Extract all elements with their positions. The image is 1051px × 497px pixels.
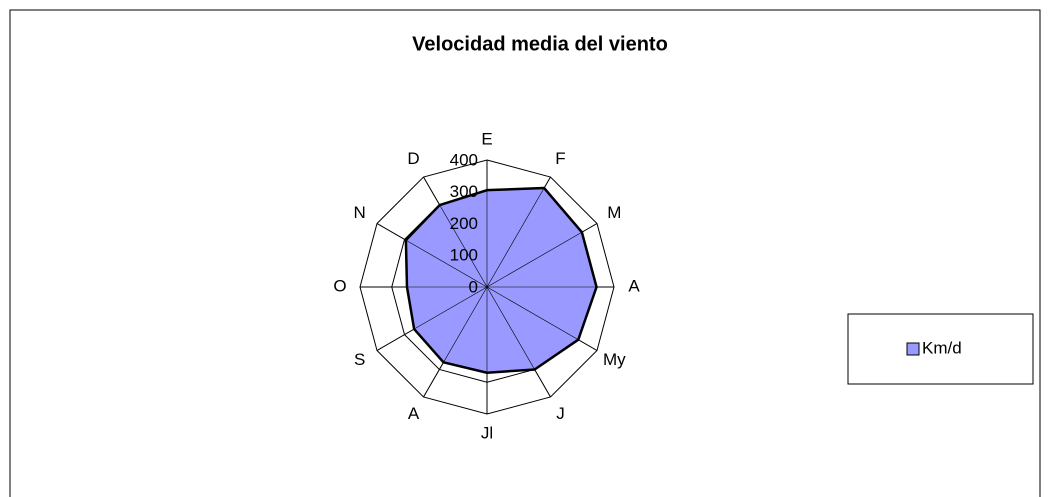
category-label: F <box>555 149 565 168</box>
r-tick-label: 0 <box>469 277 478 296</box>
category-label: S <box>354 350 365 369</box>
category-label: M <box>607 203 621 222</box>
category-label: O <box>333 276 346 295</box>
category-label: A <box>408 404 420 423</box>
r-tick-label: 200 <box>450 214 478 233</box>
legend-label: Km/d <box>922 338 962 357</box>
category-label: Jl <box>481 423 493 442</box>
category-label: N <box>354 203 366 222</box>
legend-box <box>847 313 1034 385</box>
chart-title: Velocidad media del viento <box>412 33 668 55</box>
category-label: J <box>556 404 565 423</box>
category-label: A <box>628 276 640 295</box>
r-tick-label: 400 <box>450 150 478 169</box>
spoke-over <box>423 286 488 398</box>
r-tick-label: 300 <box>450 182 478 201</box>
spoke-over <box>486 176 551 288</box>
category-label: D <box>407 149 419 168</box>
spoke-over <box>486 223 598 288</box>
r-tick-label: 100 <box>450 246 478 265</box>
spoke-over <box>376 286 488 351</box>
category-label: E <box>481 129 492 148</box>
radar-area <box>404 186 598 374</box>
legend-swatch <box>906 342 920 356</box>
spoke-over <box>423 176 488 288</box>
category-label: My <box>603 350 626 369</box>
spoke-over <box>376 223 488 288</box>
spoke-over <box>486 286 598 351</box>
spoke-over <box>486 286 551 398</box>
